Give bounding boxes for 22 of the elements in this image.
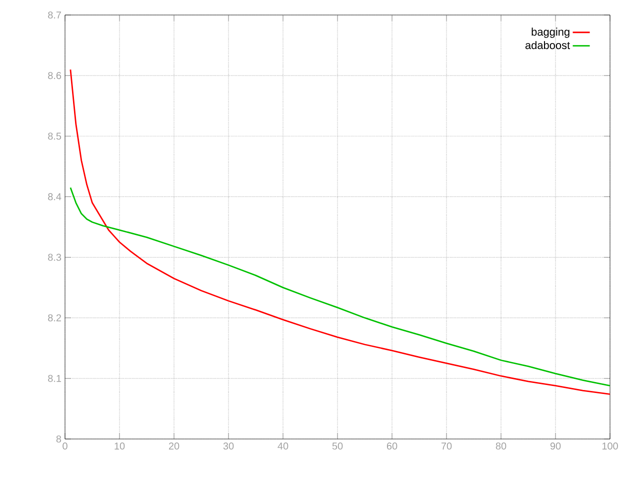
y-tick-label: 8.4 xyxy=(48,193,62,200)
legend-label: adaboost xyxy=(525,41,570,50)
x-tick-label: 10 xyxy=(114,442,125,450)
x-tick-label: 100 xyxy=(602,442,618,450)
y-tick-label: 8.6 xyxy=(48,72,62,80)
x-tick-label: 20 xyxy=(168,442,180,450)
legend-label: bagging xyxy=(532,28,570,38)
y-tick-label: 8.7 xyxy=(48,11,61,19)
y-tick-label: 8.1 xyxy=(48,374,62,382)
y-tick-label: 8.2 xyxy=(48,314,61,322)
x-tick-label: 30 xyxy=(223,442,234,450)
x-tick-label: 40 xyxy=(278,442,288,450)
x-tick-label: 70 xyxy=(441,442,452,450)
x-tick-label: 90 xyxy=(550,442,561,450)
line-series xyxy=(70,186,610,386)
y-tick-label: 8.3 xyxy=(48,254,62,261)
x-tick-label: 60 xyxy=(386,442,398,450)
x-tick-label: 50 xyxy=(332,442,343,450)
x-tick-label: 80 xyxy=(496,442,506,450)
y-tick-label: 8 xyxy=(56,435,62,443)
x-tick-label: 0 xyxy=(62,442,68,450)
y-tick-label: 8.5 xyxy=(48,132,62,140)
